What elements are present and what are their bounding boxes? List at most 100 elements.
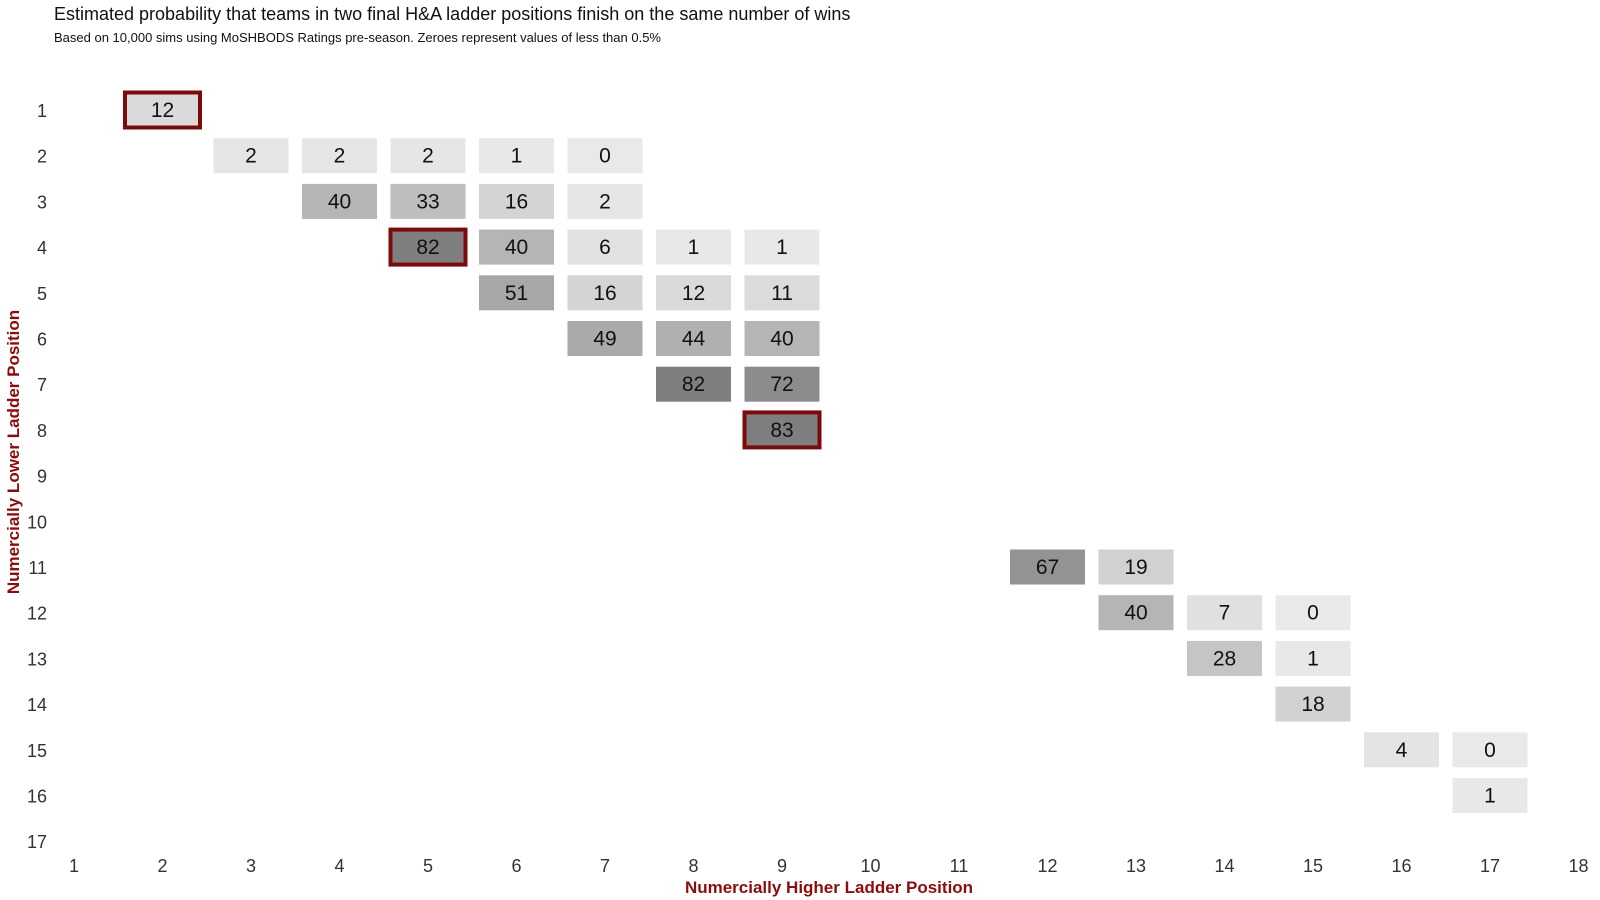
heatmap-cell xyxy=(390,183,466,219)
heatmap-cell xyxy=(123,90,202,130)
heatmap-cell-label: 44 xyxy=(682,328,706,351)
heatmap-cell xyxy=(656,321,731,356)
heatmap-cell-label: 1 xyxy=(1484,785,1496,808)
x-tick-label: 13 xyxy=(1126,856,1146,876)
chart-subtitle: Based on 10,000 sims using MoSHBODS Rati… xyxy=(54,30,661,45)
y-tick-label: 9 xyxy=(37,467,47,487)
heatmap-cell xyxy=(479,138,554,174)
heatmap-cell-label: 72 xyxy=(770,373,793,396)
heatmap-cell xyxy=(213,138,289,174)
heatmap-cell xyxy=(1098,549,1174,585)
x-tick-label: 3 xyxy=(246,856,256,876)
heatmap-cell xyxy=(1364,732,1439,768)
heatmap-cell xyxy=(479,275,554,311)
heatmap-cell-label: 1 xyxy=(688,236,700,259)
heatmap-cell xyxy=(302,183,377,219)
heatmap-cell-label: 33 xyxy=(416,190,439,213)
y-tick-label: 14 xyxy=(27,695,47,715)
heatmap-cell-label: 40 xyxy=(1124,602,1147,625)
heatmap-cell xyxy=(567,138,643,174)
y-tick-label: 17 xyxy=(27,832,47,852)
y-tick-label: 7 xyxy=(37,375,47,395)
x-tick-label: 18 xyxy=(1568,856,1588,876)
heatmap-cell-label: 2 xyxy=(422,145,434,168)
heatmap-cell xyxy=(390,138,466,174)
heatmap-cell-label: 49 xyxy=(593,328,616,351)
heatmap-cell xyxy=(742,410,822,450)
heatmap-cell-label: 1 xyxy=(511,145,523,168)
heatmap-cell-label: 4 xyxy=(1396,739,1408,762)
heatmap-cell-label: 16 xyxy=(505,190,528,213)
heatmap-cell xyxy=(388,227,468,267)
heatmap-cell-label: 1 xyxy=(1307,647,1319,670)
x-axis-title: Numercially Higher Ladder Position xyxy=(685,878,973,897)
heatmap-cell-label: 83 xyxy=(770,419,793,442)
heatmap-cell xyxy=(1275,686,1351,722)
heatmap-cell xyxy=(1098,595,1174,631)
heatmap-cell xyxy=(656,229,731,265)
heatmap-cell-label: 12 xyxy=(151,99,174,122)
heatmap-cell xyxy=(302,138,377,174)
y-tick-label: 15 xyxy=(27,741,47,761)
x-axis-ticks: 1 2 3 4 5 6 7 8 9 10 11 12 13 14 15 16 17 18 xyxy=(69,856,1589,876)
heatmap-cell xyxy=(567,183,643,219)
x-tick-label: 7 xyxy=(600,856,610,876)
x-tick-label: 12 xyxy=(1037,856,1057,876)
heatmap-cell xyxy=(656,366,731,402)
heatmap-cell-label: 2 xyxy=(599,190,611,213)
heatmap-cell xyxy=(567,275,643,311)
x-tick-label: 6 xyxy=(511,856,521,876)
x-tick-label: 14 xyxy=(1214,856,1234,876)
heatmap-cell xyxy=(1275,640,1351,676)
x-tick-label: 2 xyxy=(157,856,167,876)
heatmap-cell-label: 11 xyxy=(771,282,793,305)
heatmap-cell xyxy=(1010,549,1085,585)
x-tick-label: 9 xyxy=(777,856,787,876)
heatmap-cell-label: 2 xyxy=(334,145,346,168)
heatmap-cell-label: 2 xyxy=(245,145,257,168)
heatmap-cell-label: 82 xyxy=(682,373,705,396)
heatmap-cell-label: 18 xyxy=(1301,693,1324,716)
heatmap-cell-label: 12 xyxy=(682,282,705,305)
y-tick-label: 4 xyxy=(37,238,47,258)
heatmap-cell-label: 67 xyxy=(1036,556,1059,579)
heatmap-cell xyxy=(1452,778,1528,813)
heatmap-cell-label: 40 xyxy=(505,236,528,259)
heatmap-cell-label: 51 xyxy=(505,282,528,305)
heatmap-cell xyxy=(1275,595,1351,631)
heatmap-cell xyxy=(1187,640,1262,676)
heatmap-cell xyxy=(744,229,820,265)
y-axis-title: Numercially Lower Ladder Position xyxy=(4,310,23,594)
heatmap-cell-label: 16 xyxy=(593,282,616,305)
x-tick-label: 8 xyxy=(688,856,698,876)
x-tick-label: 4 xyxy=(334,856,344,876)
heatmap-cell-label: 28 xyxy=(1213,647,1236,670)
heatmap-cell xyxy=(1452,732,1528,768)
x-tick-label: 16 xyxy=(1391,856,1411,876)
heatmap-cell-label: 40 xyxy=(328,190,351,213)
x-tick-label: 10 xyxy=(860,856,880,876)
y-tick-label: 1 xyxy=(37,101,47,121)
y-tick-label: 12 xyxy=(27,604,47,624)
heatmap-cell xyxy=(479,183,554,219)
heatmap-cell-label: 0 xyxy=(599,145,611,168)
heatmap-cell-label: 82 xyxy=(416,236,439,259)
y-tick-label: 16 xyxy=(27,787,47,807)
heatmap-cell-label: 0 xyxy=(1484,739,1496,762)
x-tick-label: 17 xyxy=(1480,856,1500,876)
heatmap-cell-label: 7 xyxy=(1219,602,1231,625)
y-tick-label: 10 xyxy=(27,512,47,532)
x-tick-label: 11 xyxy=(950,856,969,876)
y-tick-label: 13 xyxy=(27,649,47,669)
y-tick-label: 6 xyxy=(37,330,47,350)
x-tick-label: 5 xyxy=(423,856,433,876)
heatmap-cell xyxy=(1187,595,1262,631)
y-tick-label: 3 xyxy=(37,192,47,212)
heatmap-cell-label: 6 xyxy=(599,236,611,259)
y-tick-label: 2 xyxy=(37,147,47,167)
x-tick-label: 1 xyxy=(69,856,79,876)
heatmap-cell xyxy=(479,229,554,265)
